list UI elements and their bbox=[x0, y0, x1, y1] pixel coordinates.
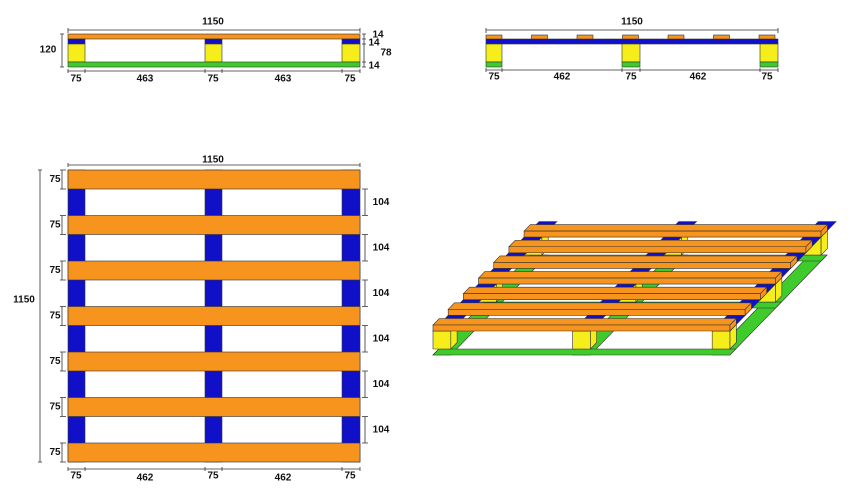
dim-label: 462 bbox=[275, 473, 292, 484]
top-board bbox=[67, 33, 361, 40]
top-board-edge bbox=[820, 223, 828, 238]
dim-label: 1150 bbox=[202, 155, 224, 166]
block bbox=[432, 330, 452, 350]
bottom-board bbox=[485, 61, 503, 68]
front-view: 1150 120 14 14 78 14 75 463 75 463 75 bbox=[40, 17, 392, 85]
dim-label: 104 bbox=[373, 424, 390, 435]
top-board-edge bbox=[744, 302, 752, 317]
block bbox=[485, 43, 503, 63]
bottom-board bbox=[621, 61, 641, 68]
dim-label: 75 bbox=[488, 72, 500, 83]
dim-label: 75 bbox=[761, 72, 773, 83]
top-board-edge bbox=[805, 239, 813, 254]
top-board bbox=[531, 34, 548, 40]
dim-label: 104 bbox=[373, 197, 390, 208]
top-board bbox=[523, 224, 829, 232]
block bbox=[341, 43, 361, 63]
top-board-edge bbox=[463, 293, 761, 301]
dim-label: 75 bbox=[49, 174, 61, 185]
block bbox=[711, 330, 731, 350]
dim-label: 75 bbox=[49, 311, 61, 322]
top-board-edge bbox=[447, 309, 746, 316]
side-view: 1150 75 462 75 462 75 bbox=[485, 17, 779, 83]
dim-label: 75 bbox=[49, 220, 61, 231]
dim-label: 1150 bbox=[202, 17, 224, 28]
stringer bbox=[341, 38, 361, 45]
dim-label: 75 bbox=[49, 265, 61, 276]
dim-label: 1150 bbox=[13, 295, 35, 306]
top-board-edge bbox=[775, 270, 783, 285]
stringer bbox=[67, 38, 86, 45]
bottom-board bbox=[432, 348, 737, 356]
top-board bbox=[576, 34, 594, 40]
block bbox=[759, 43, 779, 63]
top-board bbox=[485, 34, 503, 40]
top-board bbox=[67, 397, 361, 417]
dim-label: 120 bbox=[40, 45, 57, 56]
top-board-edge bbox=[760, 286, 767, 301]
top-board bbox=[713, 34, 730, 40]
top-board-edge bbox=[432, 324, 731, 332]
dim-label: 104 bbox=[373, 333, 390, 344]
top-board bbox=[67, 215, 361, 235]
top-board bbox=[667, 34, 685, 40]
isometric-view bbox=[432, 221, 837, 356]
top-board-edge bbox=[523, 230, 822, 238]
block bbox=[572, 330, 591, 350]
top-board bbox=[622, 34, 639, 40]
dim-label: 75 bbox=[207, 74, 219, 85]
dim-label: 75 bbox=[207, 471, 219, 482]
stringer bbox=[204, 38, 223, 45]
dimension-lines bbox=[38, 163, 368, 471]
dim-label: 75 bbox=[344, 74, 356, 85]
top-board-edge bbox=[729, 317, 737, 332]
top-board bbox=[477, 271, 783, 279]
top-board bbox=[432, 318, 738, 326]
top-view: 1150 1150 75 462 75 462 75 75 75 75 75 75 75 7… bbox=[13, 155, 390, 484]
block bbox=[67, 43, 86, 63]
dim-label: 75 bbox=[70, 74, 82, 85]
top-board bbox=[758, 34, 776, 40]
dim-label: 75 bbox=[49, 402, 61, 413]
top-board bbox=[67, 169, 361, 190]
dim-label: 104 bbox=[373, 288, 390, 299]
dim-label: 78 bbox=[380, 48, 392, 59]
dim-label: 104 bbox=[373, 379, 390, 390]
block bbox=[204, 43, 223, 63]
dim-label: 75 bbox=[344, 471, 356, 482]
dimension-lines bbox=[60, 28, 366, 73]
dimension-lines bbox=[485, 28, 779, 72]
dim-label: 1150 bbox=[621, 17, 643, 28]
top-board bbox=[67, 442, 361, 463]
stringer bbox=[485, 38, 779, 45]
dim-label: 14 bbox=[368, 38, 380, 49]
top-board bbox=[67, 306, 361, 326]
dim-label: 462 bbox=[137, 473, 154, 484]
top-board bbox=[67, 260, 361, 281]
dim-label: 14 bbox=[372, 30, 384, 41]
dim-label: 75 bbox=[49, 356, 61, 367]
top-board bbox=[508, 239, 813, 248]
top-board bbox=[462, 286, 768, 295]
top-board-edge bbox=[790, 255, 798, 270]
bottom-board bbox=[67, 61, 361, 68]
top-board-edge bbox=[478, 277, 776, 285]
top-board bbox=[493, 255, 798, 263]
dim-label: 75 bbox=[70, 471, 82, 482]
block bbox=[621, 43, 641, 63]
dim-label: 14 bbox=[368, 61, 380, 72]
top-board-edge bbox=[493, 262, 792, 269]
top-board bbox=[67, 351, 361, 372]
dim-label: 104 bbox=[373, 242, 390, 253]
dim-label: 75 bbox=[625, 72, 637, 83]
top-board bbox=[447, 302, 753, 310]
dim-label: 463 bbox=[137, 74, 154, 85]
top-board-edge bbox=[508, 246, 807, 254]
dim-label: 462 bbox=[690, 72, 707, 83]
dim-label: 75 bbox=[49, 447, 61, 458]
dim-label: 463 bbox=[275, 74, 292, 85]
dim-label: 462 bbox=[554, 72, 571, 83]
bottom-board bbox=[759, 61, 779, 68]
